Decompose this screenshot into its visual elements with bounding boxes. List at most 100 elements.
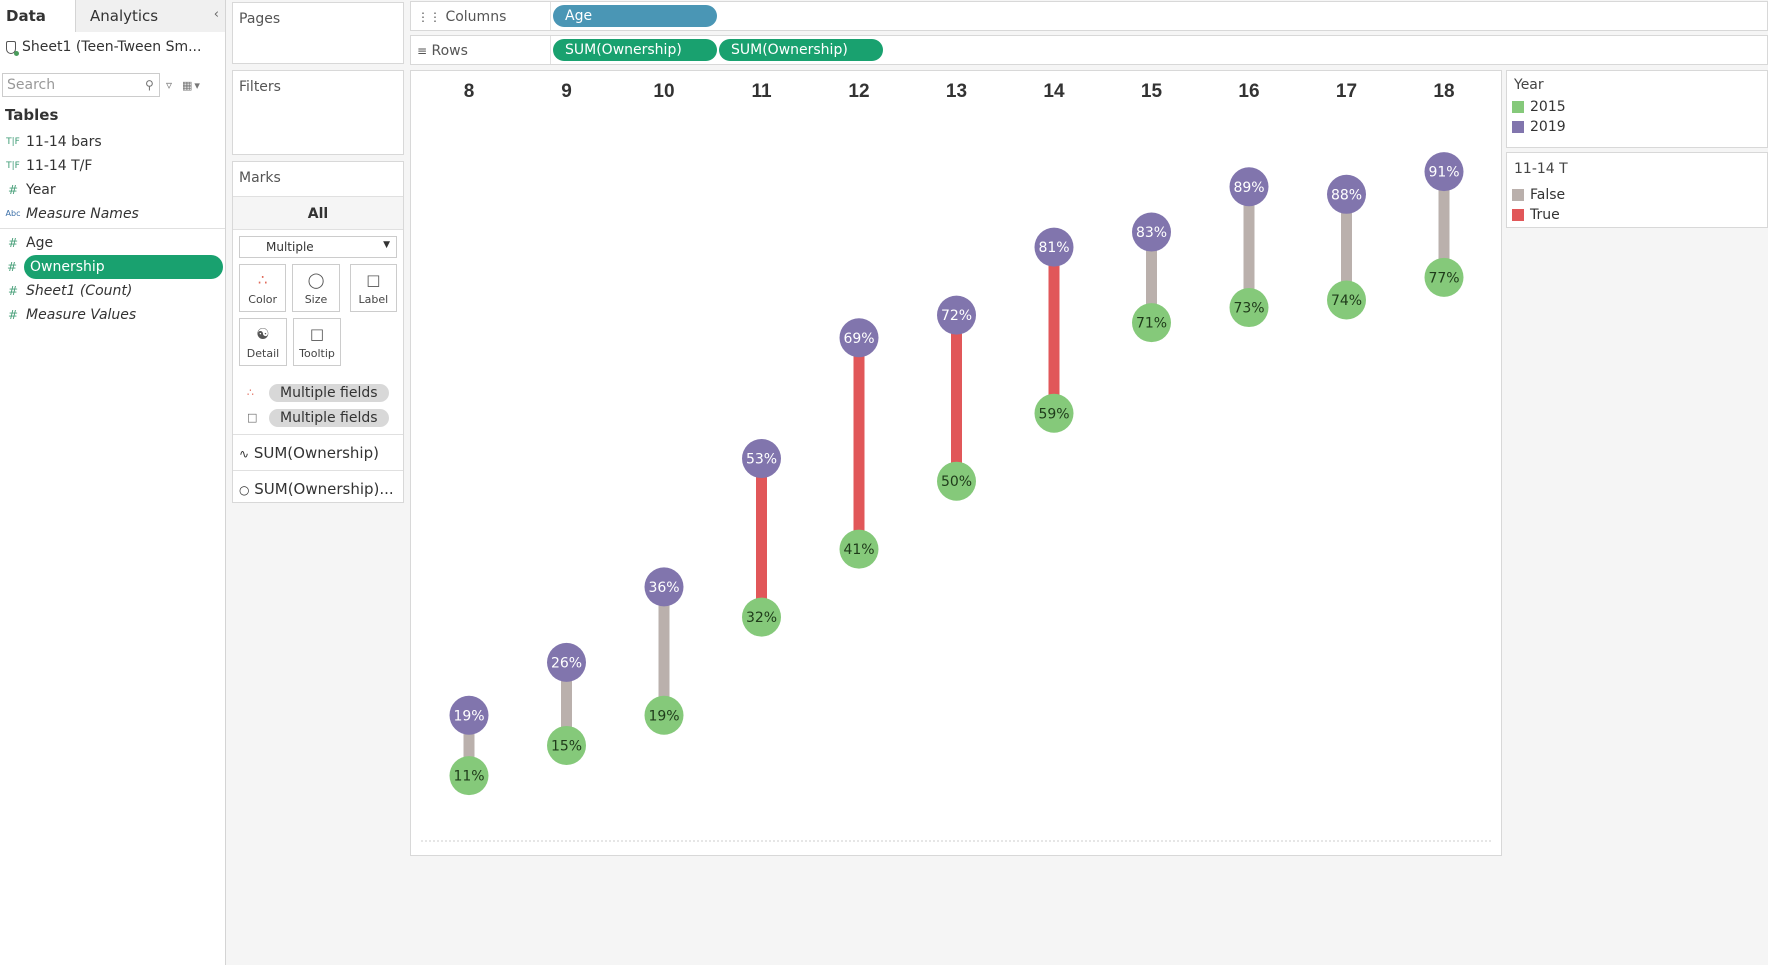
rows-pill-ownership-2[interactable]: SUM(Ownership) [719,39,883,61]
point-2015-10[interactable] [644,695,684,735]
data-label-2015-12[interactable]: 41% [843,542,874,558]
point-2015-14[interactable] [1034,393,1074,433]
point-2019-8[interactable] [449,695,489,735]
data-label-2015-14[interactable]: 59% [1038,406,1069,422]
pages-shelf[interactable]: Pages [232,2,404,64]
data-label-2015-10[interactable]: 19% [648,708,679,724]
point-2015-15[interactable] [1132,303,1171,343]
field-sheet1-count[interactable]: # Sheet1 (Count) [0,279,225,303]
view-options-icon[interactable]: ▦▾ [182,78,202,92]
label-button[interactable]: □ Label [349,264,397,312]
data-label-2019-17[interactable]: 88% [1331,187,1362,203]
detail-button[interactable]: ☯ Detail [239,318,287,366]
chevron-down-icon: ▼ [383,240,390,250]
field-ownership[interactable]: Ownership [24,255,223,279]
point-2019-16[interactable] [1229,167,1269,207]
data-label-2019-11[interactable]: 53% [746,452,777,468]
datasource-item[interactable]: Sheet1 (Teen-Tween Sm... [0,32,225,62]
tab-data[interactable]: Data [0,0,76,32]
point-2019-15[interactable] [1132,212,1171,252]
field-measure-names[interactable]: Abc Measure Names [0,202,225,226]
data-label-2015-9[interactable]: 15% [551,738,582,754]
field-label: 11-14 bars [26,134,102,150]
marks-card: Marks All Multiple ▼ ∴ Color ◯ Size □ La… [232,161,404,503]
field-label: Sheet1 (Count) [26,283,133,299]
point-2019-9[interactable] [547,642,586,682]
marks-circle-tab[interactable]: ○ SUM(Ownership)... [233,470,403,506]
chevron-left-icon[interactable]: ‹ [213,7,219,22]
point-2015-11[interactable] [742,597,781,637]
legend-item-true[interactable]: True [1507,205,1767,225]
year-legend[interactable]: Year 2015 2019 [1506,70,1768,148]
dumbbell-chart[interactable]: 8 11% 19% 9 15% 26% 10 19% 36% 11 32% 53% 12 41% 69% 13… [411,71,1501,855]
search-icon[interactable]: ⚲ [145,78,154,92]
point-2015-17[interactable] [1327,280,1366,320]
column-header-17: 17 [1336,81,1357,102]
tf-legend[interactable]: 11-14 T False True [1506,152,1768,228]
point-2019-17[interactable] [1327,174,1366,214]
label-fields-pill[interactable]: Multiple fields [269,408,389,427]
color-icon: ∴ [247,386,254,399]
data-label-2015-8[interactable]: 11% [453,769,484,785]
data-label-2015-16[interactable]: 73% [1233,301,1264,317]
data-label-2015-15[interactable]: 71% [1136,316,1167,332]
search-input[interactable] [5,76,145,94]
data-label-2015-11[interactable]: 32% [746,610,777,626]
point-2019-14[interactable] [1034,227,1074,267]
column-header-10: 10 [653,81,674,102]
mark-buttons-row-2: ☯ Detail □ Tooltip [233,312,403,366]
color-fields-row: ∴ Multiple fields [233,380,403,405]
point-2015-16[interactable] [1229,288,1269,328]
data-label-2015-18[interactable]: 77% [1428,270,1459,286]
data-label-2019-10[interactable]: 36% [648,580,679,596]
viz-area[interactable]: 8 11% 19% 9 15% 26% 10 19% 36% 11 32% 53% 12 41% 69% 13… [410,70,1502,856]
color-fields-pill[interactable]: Multiple fields [269,383,389,402]
data-label-2019-12[interactable]: 69% [843,331,874,347]
mark-type-dropdown[interactable]: Multiple ▼ [239,236,397,258]
point-2019-12[interactable] [839,318,879,358]
columns-label: Columns [445,9,507,25]
legend-item-false[interactable]: False [1507,185,1767,205]
tab-analytics[interactable]: Analytics [76,0,225,32]
field-11-14-bars[interactable]: T|F 11-14 bars [0,130,225,154]
columns-shelf[interactable]: ⋮⋮ Columns Age [410,1,1768,31]
point-2015-18[interactable] [1424,257,1464,297]
rows-shelf[interactable]: ≡ Rows SUM(Ownership) SUM(Ownership) [410,35,1768,65]
filter-icon[interactable]: ▿ [166,78,173,92]
number-icon: # [7,308,19,322]
field-year[interactable]: # Year [0,178,225,202]
point-2015-9[interactable] [547,725,586,765]
size-button[interactable]: ◯ Size [292,264,340,312]
field-11-14-tf[interactable]: T|F 11-14 T/F [0,154,225,178]
point-2019-11[interactable] [742,439,781,479]
data-label-2019-14[interactable]: 81% [1038,240,1069,256]
point-2019-10[interactable] [644,567,684,607]
point-2019-18[interactable] [1424,152,1464,192]
data-label-2015-13[interactable]: 50% [941,474,972,490]
color-button[interactable]: ∴ Color [239,264,287,312]
columns-pill-age[interactable]: Age [553,5,717,27]
point-2015-13[interactable] [937,461,976,501]
detail-icon: ☯ [256,325,270,343]
data-label-2015-17[interactable]: 74% [1331,293,1362,309]
marks-line-tab[interactable]: ∿ SUM(Ownership) [233,434,403,470]
mark-buttons-row-1: ∴ Color ◯ Size □ Label [233,258,403,312]
point-2015-8[interactable] [449,756,489,796]
data-label-2019-16[interactable]: 89% [1233,180,1264,196]
marks-all-tab[interactable]: All [233,196,403,230]
field-age[interactable]: # Age [0,231,225,255]
data-label-2019-9[interactable]: 26% [551,655,582,671]
size-icon: ◯ [307,271,325,289]
rows-pill-ownership-1[interactable]: SUM(Ownership) [553,39,717,61]
legend-item-2015[interactable]: 2015 [1507,97,1767,117]
tooltip-button[interactable]: □ Tooltip [293,318,341,366]
data-label-2019-18[interactable]: 91% [1428,165,1459,181]
filters-shelf[interactable]: Filters [232,70,404,155]
data-label-2019-8[interactable]: 19% [453,708,484,724]
field-measure-values[interactable]: # Measure Values [0,303,225,327]
point-2015-12[interactable] [839,529,879,569]
legend-item-2019[interactable]: 2019 [1507,117,1767,137]
data-label-2019-15[interactable]: 83% [1136,225,1167,241]
point-2019-13[interactable] [937,295,976,335]
data-label-2019-13[interactable]: 72% [941,308,972,324]
